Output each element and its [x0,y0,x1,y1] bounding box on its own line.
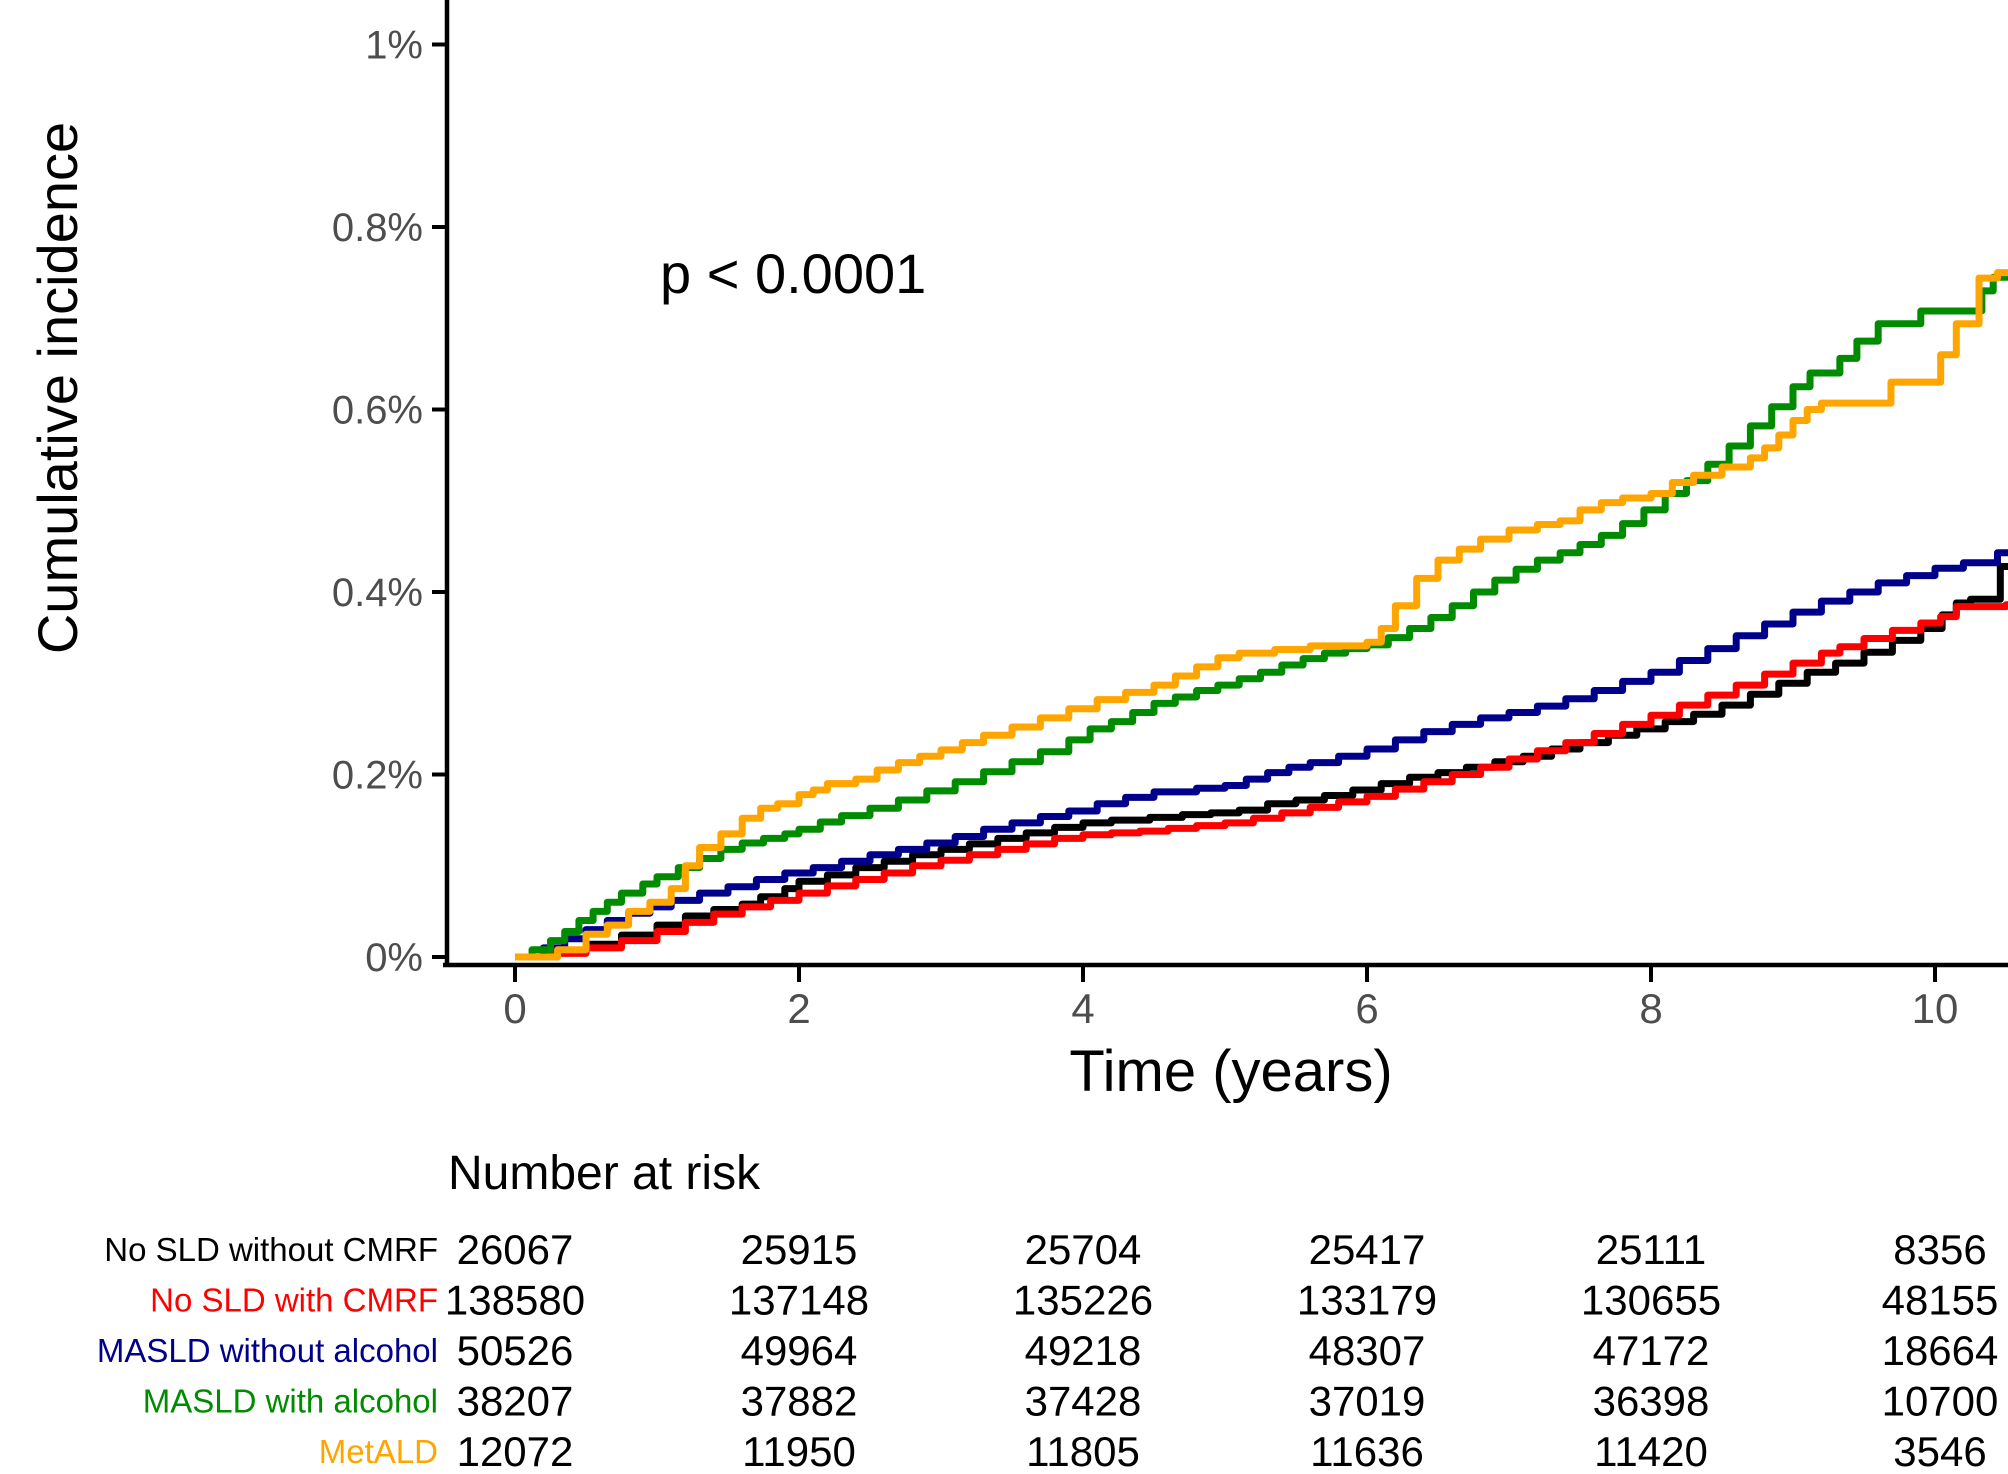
risk-count-cell: 49964 [741,1327,858,1374]
risk-count-cell: 135226 [1013,1277,1153,1324]
y-axis-title: Cumulative incidence [26,121,89,655]
risk-count-cell: 25915 [741,1226,858,1273]
risk-count-cell: 137148 [729,1277,869,1324]
risk-count-cell: 130655 [1581,1277,1721,1324]
x-tick-label: 10 [1912,985,1959,1032]
survival-curve-masld-without-alcohol [515,549,2008,961]
risk-row-label: MetALD [319,1433,438,1470]
survival-curve-metald [515,269,2008,961]
risk-row-label: No SLD with CMRF [150,1282,438,1319]
risk-count-cell: 50526 [457,1327,574,1374]
risk-count-cell: 25111 [1596,1226,1707,1273]
risk-count-cell: 37882 [741,1378,858,1425]
risk-row-label: MASLD with alcohol [143,1383,438,1420]
y-tick-label: 1% [365,24,423,68]
risk-count-cell: 8356 [1893,1226,1986,1273]
risk-count-cell: 11950 [742,1428,856,1474]
risk-count-cell: 11805 [1026,1428,1140,1474]
risk-count-cell: 138580 [445,1277,585,1324]
risk-count-cell: 18664 [1882,1327,1999,1374]
x-tick-label: 8 [1639,985,1662,1032]
risk-count-cell: 11420 [1594,1428,1708,1474]
risk-count-cell: 49218 [1025,1327,1142,1374]
survival-curve-no-sld-without-cmrf [515,562,2008,961]
risk-count-cell: 11636 [1310,1428,1424,1474]
survival-curve-no-sld-with-cmrf [515,601,2008,961]
risk-row-label: MASLD without alcohol [97,1332,438,1369]
risk-count-cell: 25417 [1309,1226,1426,1273]
risk-count-cell: 12072 [457,1428,574,1474]
y-tick-label: 0.6% [332,389,423,433]
x-tick-label: 4 [1071,985,1094,1032]
risk-table-title: Number at risk [448,1147,761,1200]
risk-count-cell: 26067 [457,1226,574,1273]
risk-row-label: No SLD without CMRF [104,1231,438,1268]
x-tick-label: 6 [1355,985,1378,1032]
x-tick-label: 0 [503,985,526,1032]
x-axis-title: Time (years) [1069,1039,1393,1104]
y-tick-label: 0.4% [332,571,423,615]
risk-count-cell: 133179 [1297,1277,1437,1324]
risk-count-cell: 48307 [1309,1327,1426,1374]
risk-count-cell: 3546 [1893,1428,1986,1474]
risk-count-cell: 48155 [1882,1277,1999,1324]
risk-count-cell: 37428 [1025,1378,1142,1425]
x-tick-label: 2 [787,985,810,1032]
y-tick-label: 0.2% [332,754,423,798]
risk-count-cell: 47172 [1593,1327,1710,1374]
p-value-annotation: p < 0.0001 [660,242,927,305]
risk-count-cell: 25704 [1025,1226,1142,1273]
risk-count-cell: 37019 [1309,1378,1426,1425]
y-tick-label: 0% [365,936,423,980]
risk-count-cell: 10700 [1882,1378,1999,1425]
risk-count-cell: 36398 [1593,1378,1710,1425]
y-tick-label: 0.8% [332,206,423,250]
survival-curve-masld-with-alcohol [515,273,2008,961]
risk-count-cell: 38207 [457,1378,574,1425]
